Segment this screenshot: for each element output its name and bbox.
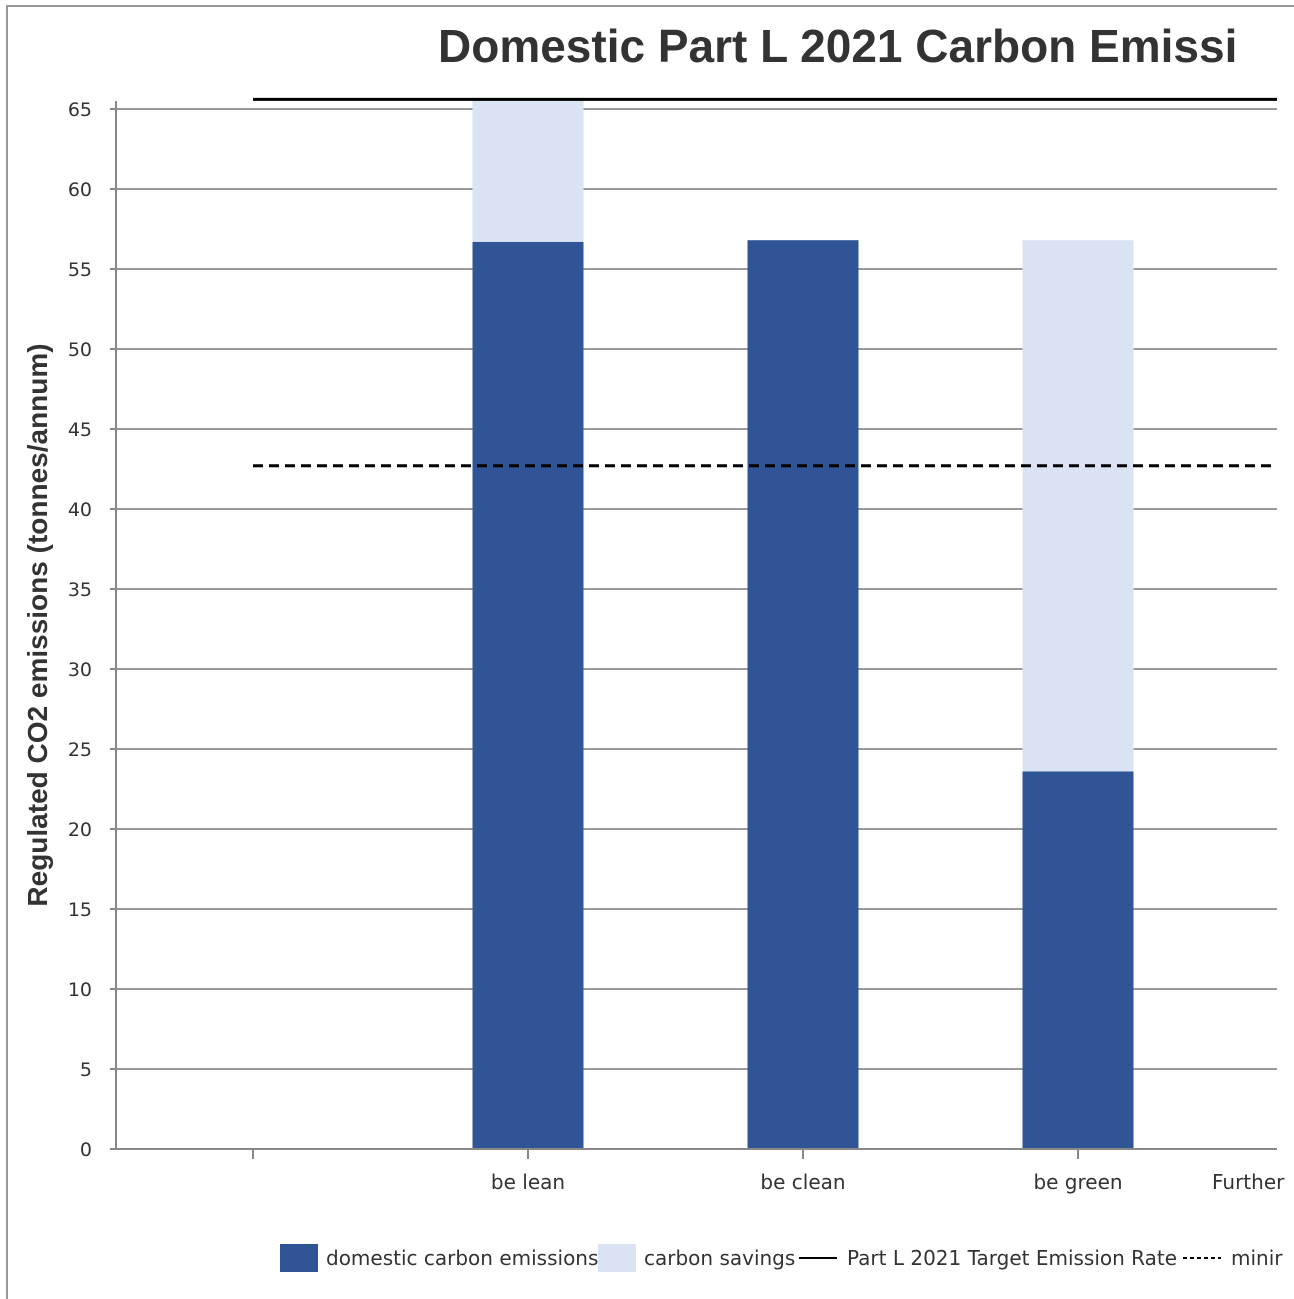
legend-swatch	[280, 1244, 318, 1272]
y-tick-label: 35	[68, 579, 92, 601]
y-tick-label: 25	[68, 739, 92, 761]
x-tick-label: be lean	[491, 1170, 565, 1194]
reference-lines	[253, 97, 1277, 468]
y-tick-label: 65	[68, 99, 92, 121]
x-tick-labels: be lean be clean be green Further	[491, 1170, 1285, 1194]
y-tick-label: 15	[68, 899, 92, 921]
legend: domestic carbon emissions carbon savings P…	[280, 1244, 1283, 1272]
bar-carbon-savings	[1022, 240, 1134, 772]
x-tick-label: Further	[1212, 1170, 1285, 1194]
y-tick-label: 45	[68, 419, 92, 441]
x-tick-label: be clean	[760, 1170, 845, 1194]
bar-domestic-carbon-emissions	[472, 241, 584, 1150]
y-tick-label: 30	[68, 659, 92, 681]
legend-label: domestic carbon emissions	[326, 1246, 598, 1270]
y-tick-label: 60	[68, 179, 92, 201]
legend-swatch	[598, 1244, 636, 1272]
bars	[472, 97, 1134, 1150]
chart-title: Domestic Part L 2021 Carbon Emissi	[438, 20, 1237, 72]
y-tick-label: 55	[68, 259, 92, 281]
y-tick-label: 40	[68, 499, 92, 521]
legend-label: carbon savings	[644, 1246, 795, 1270]
bar-domestic-carbon-emissions	[1022, 771, 1134, 1149]
y-tick-label: 5	[80, 1059, 92, 1081]
axes	[110, 101, 1277, 1159]
y-tick-labels: 0 5 10 15 20 25 30 35 40 45 50 55 60 65	[68, 99, 92, 1161]
y-tick-label: 10	[68, 979, 92, 1001]
y-tick-label: 20	[68, 819, 92, 841]
bar-carbon-savings	[472, 97, 584, 242]
y-tick-label: 50	[68, 339, 92, 361]
legend-label: Part L 2021 Target Emission Rate	[847, 1246, 1177, 1270]
legend-label: minir	[1231, 1246, 1283, 1270]
y-tick-label: 0	[80, 1139, 92, 1161]
bar-domestic-carbon-emissions	[747, 240, 859, 1149]
x-tick-label: be green	[1033, 1170, 1122, 1194]
y-axis-title: Regulated CO2 emissions (tonnes/annum)	[22, 343, 53, 906]
